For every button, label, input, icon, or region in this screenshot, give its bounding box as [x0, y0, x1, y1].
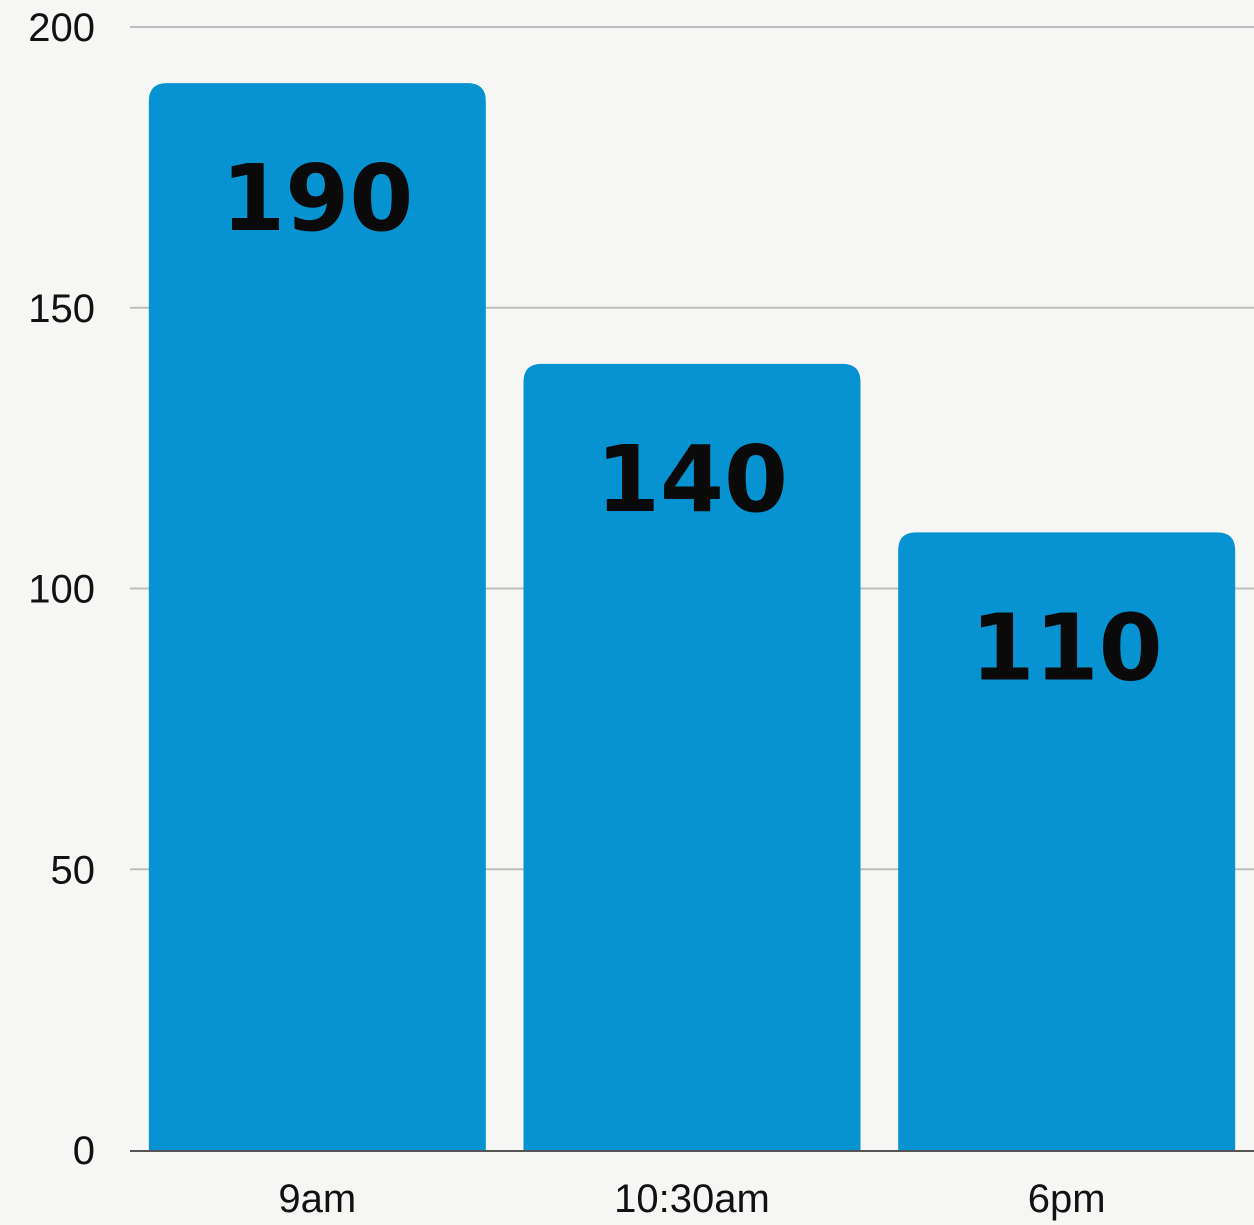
bar-value-label: 110 — [971, 594, 1163, 701]
x-category-label: 9am — [278, 1177, 356, 1221]
bar-value-label: 140 — [596, 426, 788, 533]
bar-6pm — [898, 532, 1236, 1150]
bar-value-label: 190 — [221, 145, 413, 252]
x-category-label: 6pm — [1028, 1177, 1106, 1221]
y-axis-tick-labels: 0 50 100 150 200 — [28, 6, 95, 1173]
y-tick-label: 200 — [28, 6, 95, 50]
bar-value-labels: 190 140 110 — [221, 145, 1162, 701]
y-tick-label: 100 — [28, 568, 95, 612]
y-tick-label: 50 — [51, 848, 96, 892]
x-category-label: 10:30am — [614, 1177, 770, 1221]
bar-1030am — [523, 363, 861, 1150]
y-tick-label: 150 — [28, 287, 95, 331]
y-tick-label: 0 — [73, 1129, 95, 1173]
bar-9am — [148, 83, 486, 1150]
x-axis-category-labels: 9am 10:30am 6pm — [278, 1177, 1105, 1221]
bars — [148, 83, 1236, 1150]
